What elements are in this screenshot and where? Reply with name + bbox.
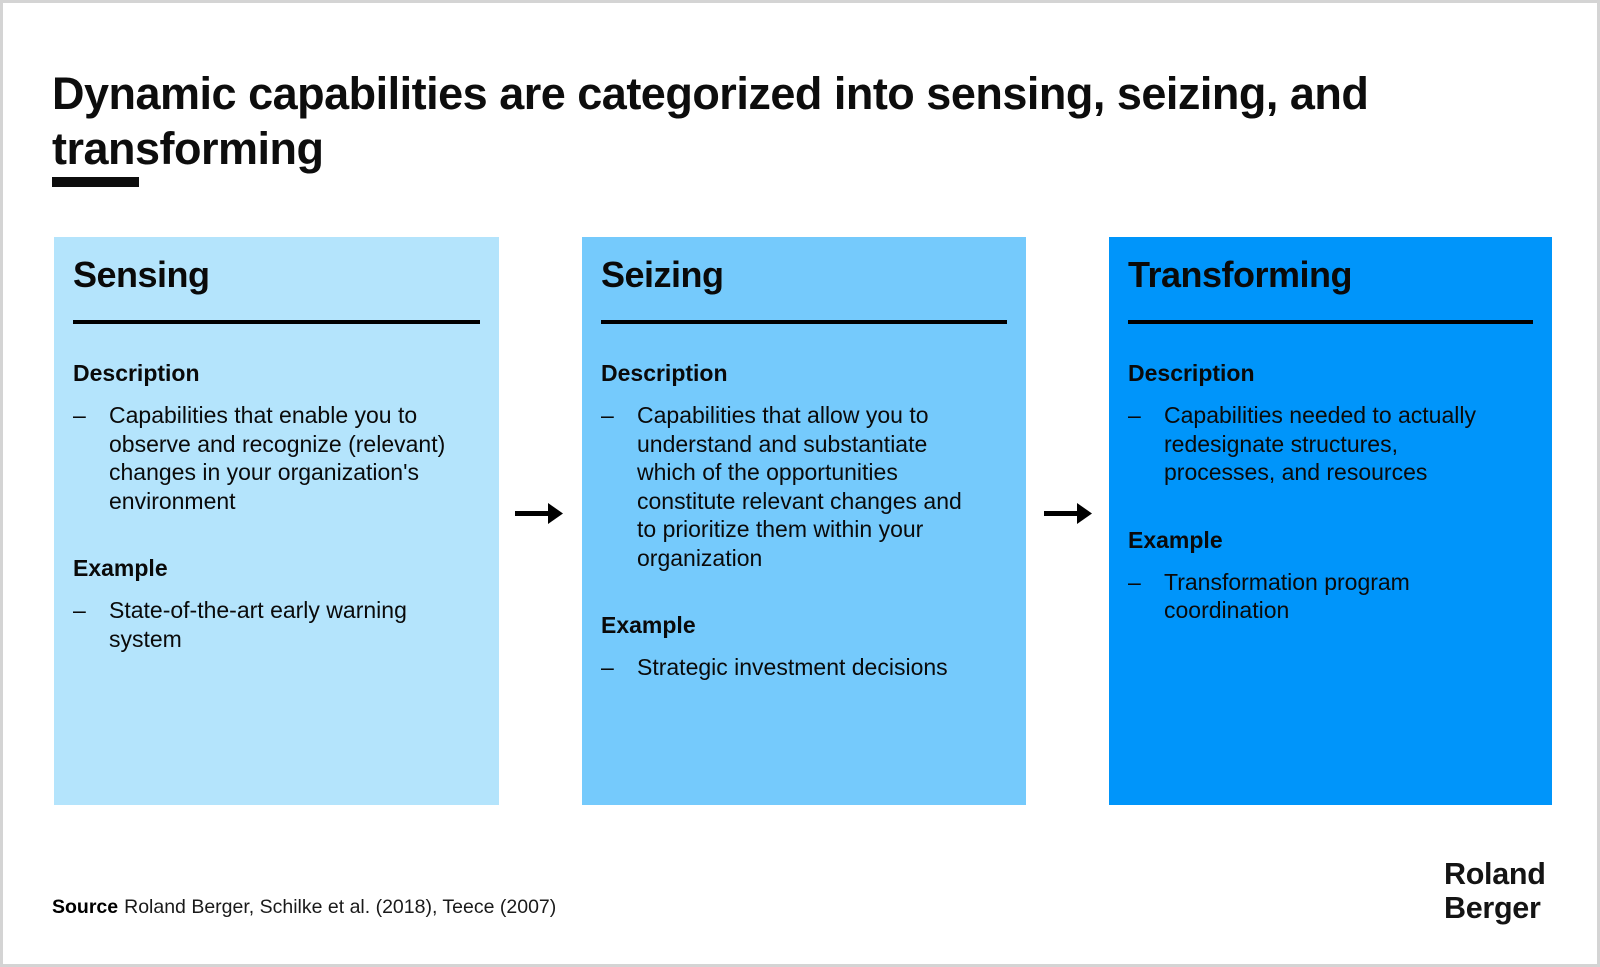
dash-bullet-marker: – [1128, 402, 1141, 429]
logo-line-1: Roland [1444, 857, 1546, 891]
description-bullet-text: Capabilities needed to actually redesign… [1164, 402, 1476, 486]
dash-bullet-marker: – [601, 402, 614, 429]
example-label: Example [73, 555, 168, 582]
card-sensing-title: Sensing [73, 254, 210, 295]
description-label: Description [1128, 360, 1255, 387]
example-bullet-text: Strategic investment decisions [637, 654, 948, 681]
dash-bullet-marker: – [601, 654, 614, 681]
card-seizing: Seizing Description – Capabilities that … [582, 237, 1026, 805]
right-arrow-icon [515, 495, 563, 532]
right-arrow-icon [1044, 495, 1092, 532]
description-label: Description [601, 360, 728, 387]
description-bullet-text: Capabilities that allow you to understan… [637, 402, 962, 571]
source-line: Source Roland Berger, Schilke et al. (201… [52, 896, 556, 919]
example-label: Example [1128, 526, 1223, 553]
card-transforming-title: Transforming [1128, 254, 1353, 295]
example-bullet-text: Transformation program coordination [1164, 568, 1410, 624]
card-divider [1128, 320, 1533, 325]
source-text: Roland Berger, Schilke et al. (2018), Te… [124, 896, 557, 918]
card-seizing-title: Seizing [601, 254, 724, 295]
example-bullet-text: State-of-the-art early warning system [109, 597, 407, 652]
example-label: Example [601, 612, 696, 639]
example-bullet: – Strategic investment decisions [601, 653, 1007, 682]
source-label: Source [52, 896, 119, 918]
description-bullet: – Capabilities that enable you to observ… [73, 401, 480, 515]
dash-bullet-marker: – [73, 597, 86, 624]
logo-line-2: Berger [1444, 890, 1541, 925]
description-bullet: – Capabilities needed to actually redesi… [1128, 401, 1533, 487]
dash-bullet-marker: – [73, 402, 86, 429]
example-bullet: – Transformation program coordination [1128, 568, 1533, 625]
description-label: Description [73, 360, 200, 387]
roland-berger-logo: Roland Berger [1444, 857, 1546, 925]
page-title: Dynamic capabilities are categorized int… [52, 68, 1369, 175]
title-underline-bar [52, 177, 139, 187]
card-divider [601, 320, 1007, 325]
card-transforming: Transforming Description – Capabilities … [1109, 237, 1552, 805]
card-sensing: Sensing Description – Capabilities that … [54, 237, 499, 805]
dash-bullet-marker: – [1128, 568, 1141, 595]
card-divider [73, 320, 480, 325]
example-bullet: – State-of-the-art early warning system [73, 596, 480, 653]
description-bullet-text: Capabilities that enable you to observe … [109, 402, 446, 514]
description-bullet: – Capabilities that allow you to underst… [601, 401, 1007, 572]
